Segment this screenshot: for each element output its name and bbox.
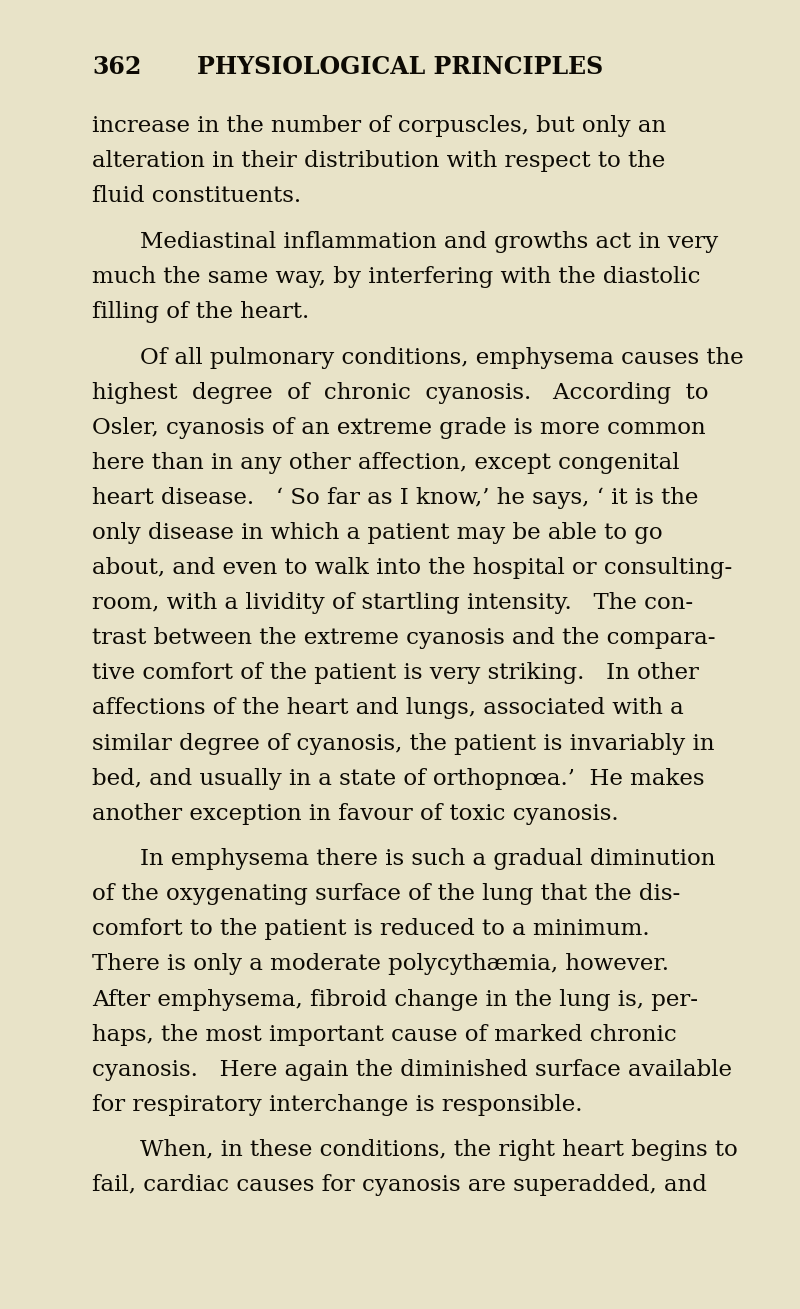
Text: much the same way, by interfering with the diastolic: much the same way, by interfering with t… [92,266,701,288]
Text: highest  degree  of  chronic  cyanosis.   According  to: highest degree of chronic cyanosis. Acco… [92,382,709,403]
Text: affections of the heart and lungs, associated with a: affections of the heart and lungs, assoc… [92,698,684,720]
Text: about, and even to walk into the hospital or consulting-: about, and even to walk into the hospita… [92,558,732,579]
Text: comfort to the patient is reduced to a minimum.: comfort to the patient is reduced to a m… [92,919,650,940]
Text: In emphysema there is such a gradual diminution: In emphysema there is such a gradual dim… [140,848,715,870]
Text: increase in the number of corpuscles, but only an: increase in the number of corpuscles, bu… [92,115,666,137]
Text: There is only a moderate polycythæmia, however.: There is only a moderate polycythæmia, h… [92,953,669,975]
Text: similar degree of cyanosis, the patient is invariably in: similar degree of cyanosis, the patient … [92,733,714,754]
Text: bed, and usually in a state of orthopnœa.’  He makes: bed, and usually in a state of orthopnœa… [92,767,705,789]
Text: alteration in their distribution with respect to the: alteration in their distribution with re… [92,151,666,173]
Text: another exception in favour of toxic cyanosis.: another exception in favour of toxic cya… [92,802,618,825]
Text: trast between the extreme cyanosis and the compara-: trast between the extreme cyanosis and t… [92,627,715,649]
Text: heart disease.   ‘ So far as I know,’ he says, ‘ it is the: heart disease. ‘ So far as I know,’ he s… [92,487,698,509]
Text: here than in any other affection, except congenital: here than in any other affection, except… [92,452,679,474]
Text: Osler, cyanosis of an extreme grade is more common: Osler, cyanosis of an extreme grade is m… [92,416,706,439]
Text: cyanosis.   Here again the diminished surface available: cyanosis. Here again the diminished surf… [92,1059,732,1081]
Text: fluid constituents.: fluid constituents. [92,186,301,207]
Text: After emphysema, fibroid change in the lung is, per-: After emphysema, fibroid change in the l… [92,988,698,1011]
Text: Of all pulmonary conditions, emphysema causes the: Of all pulmonary conditions, emphysema c… [140,347,744,369]
Text: When, in these conditions, the right heart begins to: When, in these conditions, the right hea… [140,1139,738,1161]
Text: for respiratory interchange is responsible.: for respiratory interchange is responsib… [92,1094,582,1115]
Text: tive comfort of the patient is very striking.   In other: tive comfort of the patient is very stri… [92,662,699,685]
Text: haps, the most important cause of marked chronic: haps, the most important cause of marked… [92,1024,677,1046]
Text: Mediastinal inflammation and growths act in very: Mediastinal inflammation and growths act… [140,230,718,253]
Text: only disease in which a patient may be able to go: only disease in which a patient may be a… [92,522,662,545]
Text: filling of the heart.: filling of the heart. [92,301,310,323]
Text: 362: 362 [92,55,142,79]
Text: of the oxygenating surface of the lung that the dis-: of the oxygenating surface of the lung t… [92,884,680,906]
Text: PHYSIOLOGICAL PRINCIPLES: PHYSIOLOGICAL PRINCIPLES [197,55,603,79]
Text: fail, cardiac causes for cyanosis are superadded, and: fail, cardiac causes for cyanosis are su… [92,1174,707,1196]
Text: room, with a lividity of startling intensity.   The con-: room, with a lividity of startling inten… [92,592,693,614]
